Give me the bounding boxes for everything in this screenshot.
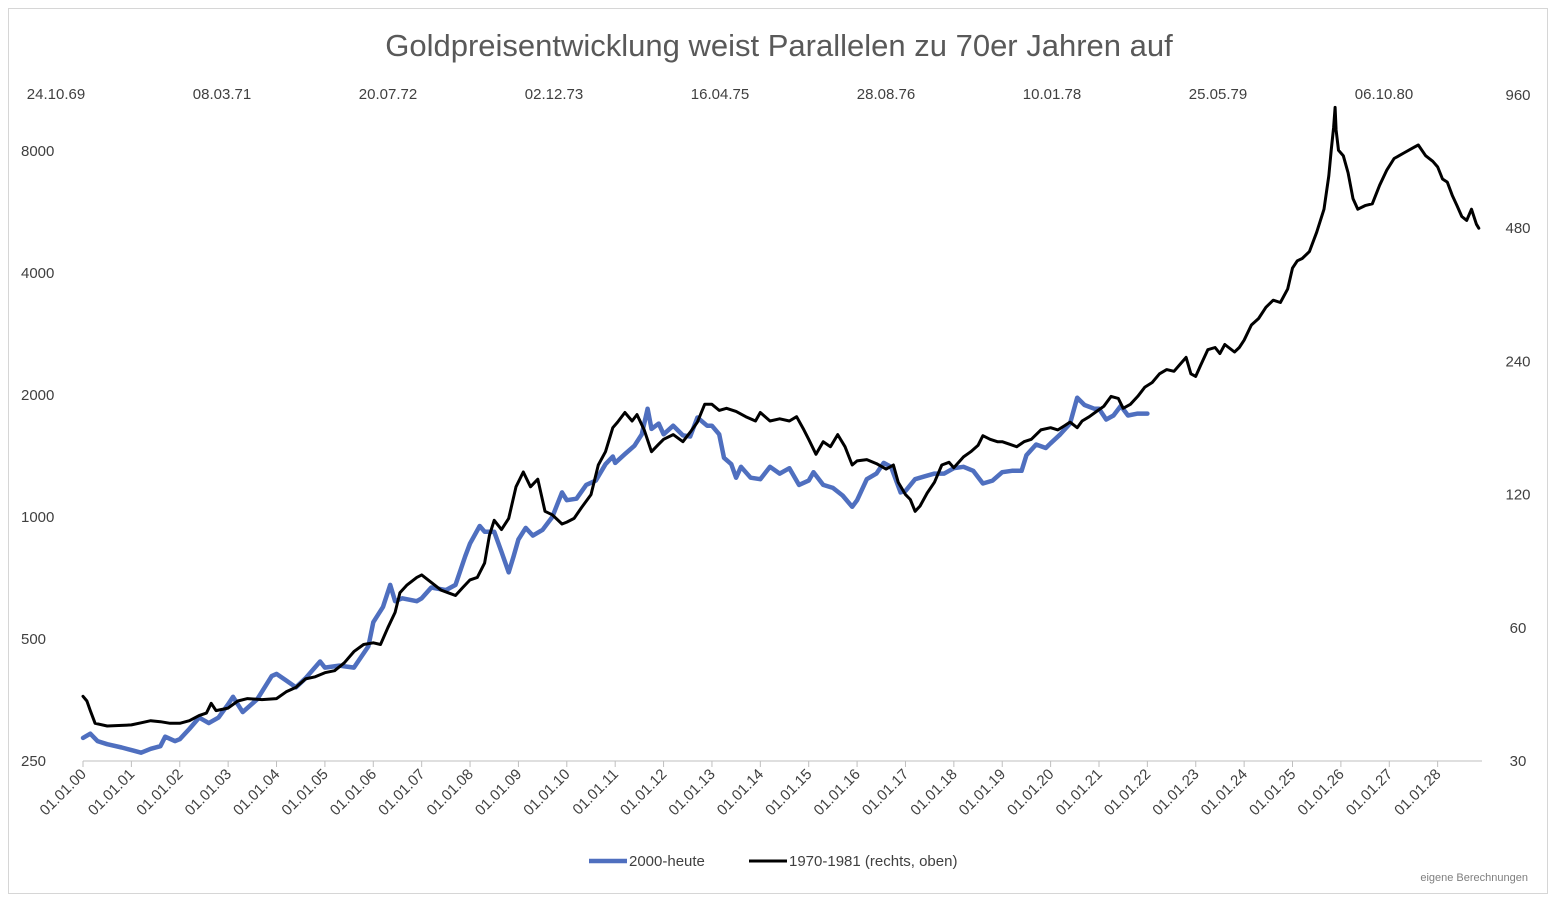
top-axis-tick-label: 06.10.80 (1355, 86, 1413, 103)
legend-label: 2000-heute (629, 853, 705, 870)
chart-frame: Goldpreisentwicklung weist Parallelen zu… (8, 8, 1548, 894)
left-axis-tick-label: 2000 (21, 387, 54, 404)
legend-label: 1970-1981 (rechts, oben) (789, 853, 957, 870)
chart-title: Goldpreisentwicklung weist Parallelen zu… (385, 28, 1173, 63)
footnote: eigene Berechnungen (1420, 872, 1528, 884)
bottom-axis-tick-label: 01.01.03 (182, 766, 235, 819)
bottom-axis-tick-label: 01.01.28 (1391, 766, 1444, 819)
bottom-axis-tick-label: 01.01.07 (375, 766, 428, 819)
bottom-axis-tick-label: 01.01.11 (569, 766, 622, 819)
legend: 2000-heute 1970-1981 (rechts, oben) (589, 853, 957, 870)
top-axis: 24.10.69 08.03.71 20.07.72 02.12.73 16.04.75… (27, 86, 1413, 103)
bottom-axis-tick-label: 01.01.09 (472, 766, 525, 819)
top-axis-tick-label: 25.05.79 (1189, 86, 1247, 103)
bottom-axis-tick-label: 01.01.27 (1343, 766, 1396, 819)
bottom-axis-tick-label: 01.01.16 (811, 766, 864, 819)
top-axis-tick-label: 08.03.71 (193, 86, 251, 103)
top-axis-tick-label: 28.08.76 (857, 86, 915, 103)
bottom-axis-tick-label: 01.01.13 (665, 766, 718, 819)
top-axis-tick-label: 02.12.73 (525, 86, 583, 103)
bottom-axis-tick-label: 01.01.02 (133, 766, 186, 819)
right-axis: 30 60 120 240 480 960 (1505, 87, 1530, 770)
bottom-axis-tick-label: 01.01.04 (230, 766, 283, 819)
bottom-axis-tick-label: 01.01.01 (85, 766, 138, 819)
bottom-axis-tick-label: 01.01.19 (956, 766, 1009, 819)
right-axis-tick-label: 480 (1505, 220, 1530, 237)
bottom-axis-tick-label: 01.01.25 (1246, 766, 1299, 819)
right-axis-tick-label: 30 (1510, 753, 1527, 770)
bottom-axis-tick-label: 01.01.20 (1004, 766, 1057, 819)
bottom-axis: 01.01.0001.01.0101.01.0201.01.0301.01.04… (37, 760, 1482, 819)
bottom-axis-tick-label: 01.01.24 (1198, 766, 1251, 819)
bottom-axis-tick-label: 01.01.21 (1053, 766, 1106, 819)
bottom-axis-tick-label: 01.01.00 (37, 766, 90, 819)
bottom-axis-tick-label: 01.01.05 (278, 766, 331, 819)
right-axis-tick-label: 120 (1505, 487, 1530, 504)
left-axis: 250 500 1000 2000 4000 8000 (21, 143, 54, 770)
plot-area (80, 105, 1481, 755)
chart-svg: Goldpreisentwicklung weist Parallelen zu… (21, 28, 1531, 884)
right-axis-tick-label: 240 (1505, 353, 1530, 370)
top-axis-tick-label: 24.10.69 (27, 86, 85, 103)
left-axis-tick-label: 8000 (21, 143, 54, 160)
left-axis-tick-label: 4000 (21, 265, 54, 282)
left-axis-tick-label: 1000 (21, 509, 54, 526)
series-line-2000-heute (80, 395, 1150, 755)
left-axis-tick-label: 500 (21, 631, 46, 648)
bottom-axis-tick-label: 01.01.12 (617, 766, 670, 819)
right-axis-tick-label: 60 (1510, 620, 1527, 637)
bottom-axis-tick-label: 01.01.26 (1294, 766, 1347, 819)
top-axis-tick-label: 20.07.72 (359, 86, 417, 103)
top-axis-tick-label: 10.01.78 (1023, 86, 1081, 103)
top-axis-tick-label: 16.04.75 (691, 86, 749, 103)
bottom-axis-tick-label: 01.01.08 (424, 766, 477, 819)
bottom-axis-tick-label: 01.01.06 (327, 766, 380, 819)
bottom-axis-tick-label: 01.01.14 (714, 766, 767, 819)
bottom-axis-tick-label: 01.01.15 (762, 766, 815, 819)
bottom-axis-tick-label: 01.01.10 (520, 766, 573, 819)
right-axis-tick-label: 960 (1505, 87, 1530, 104)
bottom-axis-tick-label: 01.01.22 (1101, 766, 1154, 819)
bottom-axis-tick-label: 01.01.17 (859, 766, 912, 819)
series-line-1970-1981 (81, 105, 1481, 728)
bottom-axis-tick-label: 01.01.23 (1149, 766, 1202, 819)
bottom-axis-tick-label: 01.01.18 (907, 766, 960, 819)
left-axis-tick-label: 250 (21, 753, 46, 770)
